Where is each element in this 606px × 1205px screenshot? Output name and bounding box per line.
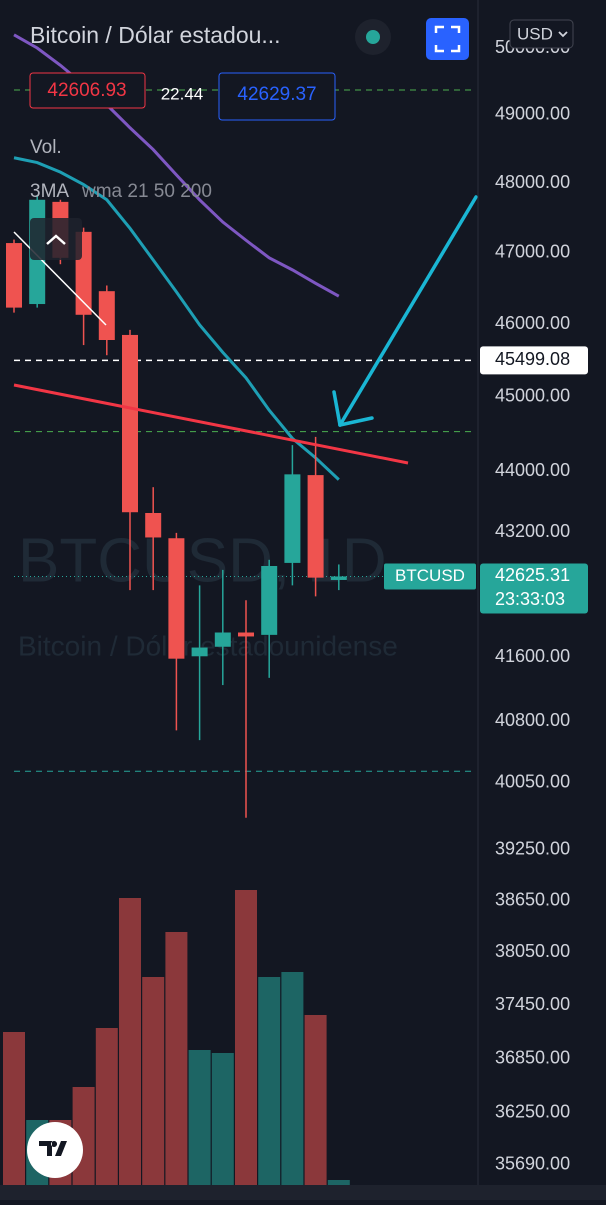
marked-level-tag bbox=[480, 346, 588, 375]
bottom-bar bbox=[0, 1185, 606, 1200]
drawing-line bbox=[13, 231, 107, 326]
last-price-label: 42625.31 bbox=[495, 565, 570, 585]
candle-body bbox=[122, 334, 138, 513]
logo-mark bbox=[39, 1141, 67, 1156]
candle-body bbox=[214, 632, 231, 647]
y-tick-label: 49000.00 bbox=[495, 104, 570, 124]
y-tick-label: 36250.00 bbox=[495, 1102, 570, 1122]
y-tick-label: 43200.00 bbox=[495, 521, 570, 541]
volume-bar bbox=[327, 1180, 350, 1185]
y-tick-label: 35690.00 bbox=[495, 1153, 570, 1173]
volume-bar bbox=[119, 898, 141, 1185]
volume-bar bbox=[235, 890, 257, 1185]
last-price-tag bbox=[480, 563, 588, 614]
indicator-params: wma 21 50 200 bbox=[81, 181, 212, 202]
spread: 22.44 bbox=[161, 84, 204, 103]
currency: USD bbox=[517, 24, 553, 43]
y-tick-label: 39250.00 bbox=[495, 838, 570, 858]
y-tick-label: 36850.00 bbox=[495, 1047, 570, 1067]
marked-level-label: 45499.08 bbox=[495, 349, 570, 369]
logo bbox=[27, 1122, 83, 1178]
symbol-tag bbox=[384, 563, 476, 590]
moving-average bbox=[13, 156, 340, 481]
ask-box[interactable] bbox=[218, 72, 336, 121]
candle-body bbox=[6, 243, 22, 308]
indicator-name: 3MA bbox=[30, 181, 69, 202]
y-tick-label: 37450.00 bbox=[495, 994, 570, 1014]
y-tick-label: 38650.00 bbox=[495, 889, 570, 909]
y-tick-label: 38050.00 bbox=[495, 941, 570, 961]
y-tick-label: 41600.00 bbox=[495, 646, 570, 666]
ask: 42629.37 bbox=[237, 84, 316, 105]
y-tick-label: 47000.00 bbox=[495, 242, 570, 262]
y-tick-label: 40050.00 bbox=[495, 772, 570, 792]
volume-bar bbox=[95, 1028, 118, 1185]
bid-box[interactable] bbox=[29, 72, 146, 109]
volume-bar bbox=[3, 1032, 25, 1185]
y-tick-label: 48000.00 bbox=[495, 172, 570, 192]
candle-body bbox=[191, 647, 208, 657]
candle-body bbox=[145, 512, 162, 538]
volume-bar bbox=[142, 977, 165, 1185]
status-dot bbox=[366, 30, 380, 44]
y-tick-label: 46000.00 bbox=[495, 313, 570, 333]
candle-body bbox=[168, 538, 185, 659]
symbol-title: Bitcoin / Dólar estadou... bbox=[30, 22, 281, 48]
countdown: 23:33:03 bbox=[495, 589, 565, 609]
candle-body bbox=[307, 475, 324, 578]
volume-bar bbox=[281, 972, 304, 1185]
symbol-tag-label: BTCUSD bbox=[395, 566, 465, 585]
trend-line bbox=[13, 383, 409, 465]
volume-bar bbox=[211, 1053, 234, 1185]
fullscreen-icon bbox=[434, 25, 461, 53]
bid: 42606.93 bbox=[47, 80, 126, 101]
volume-bar bbox=[304, 1015, 327, 1185]
price-axis: 50000.0049000.0048000.0047000.0046000.00… bbox=[495, 37, 570, 1174]
y-tick-label: 44000.00 bbox=[495, 460, 570, 480]
watermark-symbol: BTCUSD, 1D bbox=[18, 526, 387, 595]
fullscreen-button[interactable] bbox=[426, 18, 469, 60]
candle-body bbox=[284, 474, 301, 563]
y-tick-label: 45000.00 bbox=[495, 386, 570, 406]
volume-legend: Vol. bbox=[30, 137, 62, 158]
price-tags: 45499.08 BTCUSD 42625.31 23:33:03 bbox=[384, 346, 588, 614]
chevron bbox=[558, 31, 568, 38]
collapse-button[interactable] bbox=[30, 218, 82, 260]
candle-body bbox=[330, 576, 347, 580]
candle-body bbox=[261, 566, 278, 635]
candle-body bbox=[98, 291, 115, 341]
candle-body bbox=[238, 632, 254, 637]
volume-bar bbox=[258, 977, 281, 1185]
arrow bbox=[332, 195, 478, 427]
volume-bar bbox=[165, 932, 188, 1185]
watermark-description: Bitcoin / Dólar estadounidense bbox=[18, 630, 398, 661]
collapse-icon bbox=[46, 234, 66, 245]
moving-average bbox=[13, 33, 340, 298]
y-tick-label: 40800.00 bbox=[495, 710, 570, 730]
currency-button[interactable] bbox=[509, 19, 574, 49]
volume-bar bbox=[188, 1050, 211, 1185]
